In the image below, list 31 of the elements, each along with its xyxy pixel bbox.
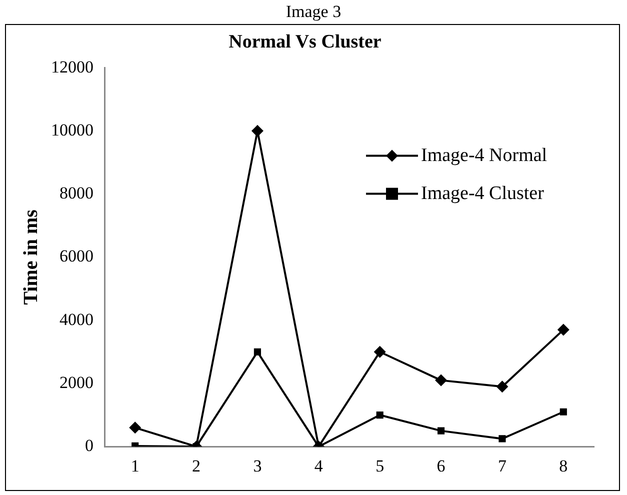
point bbox=[251, 124, 264, 137]
point bbox=[254, 348, 262, 356]
legend-label: Image-4 Normal bbox=[421, 144, 548, 166]
point bbox=[437, 427, 445, 434]
x-tick-label: 7 bbox=[498, 456, 507, 476]
point bbox=[498, 435, 506, 442]
x-tick-label: 2 bbox=[192, 456, 201, 476]
point bbox=[496, 380, 508, 393]
y-tick-label: 10000 bbox=[51, 120, 94, 140]
y-tick-label: 0 bbox=[85, 436, 94, 456]
y-tick-label: 12000 bbox=[51, 57, 94, 76]
y-tick-label: 4000 bbox=[60, 310, 94, 329]
x-tick-label: 6 bbox=[436, 456, 446, 476]
x-tick-label: 3 bbox=[253, 456, 262, 476]
y-axis-title: Time in ms bbox=[20, 209, 42, 305]
x-tick-label: 1 bbox=[130, 456, 140, 476]
y-tick-label: 8000 bbox=[60, 184, 94, 203]
chart-title: Normal Vs Cluster bbox=[228, 31, 382, 52]
point bbox=[376, 412, 384, 419]
y-tick-label: 2000 bbox=[60, 372, 94, 392]
point bbox=[560, 408, 567, 416]
point bbox=[374, 346, 386, 358]
x-tick-label: 8 bbox=[559, 456, 568, 476]
x-tick-label: 5 bbox=[376, 456, 384, 476]
point bbox=[557, 324, 570, 336]
point bbox=[129, 422, 142, 434]
text: Image 3 bbox=[284, 1, 342, 23]
y-tick-label: 6000 bbox=[60, 246, 94, 266]
legend-label: Image-4 Cluster bbox=[421, 182, 545, 204]
x-tick-label: 4 bbox=[314, 456, 324, 476]
point bbox=[435, 374, 448, 386]
